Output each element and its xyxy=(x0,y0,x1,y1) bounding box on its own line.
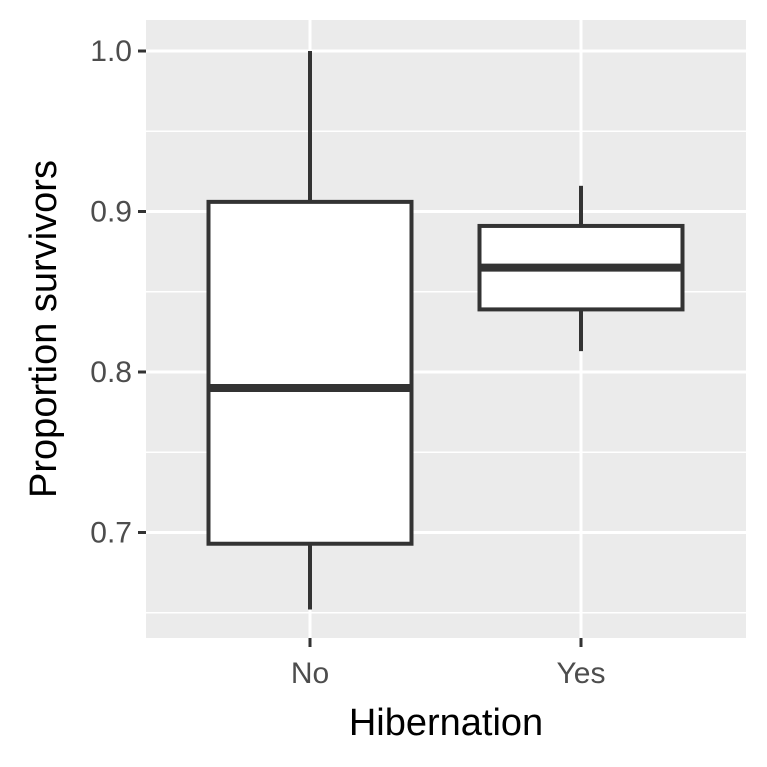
x-axis-title: Hibernation xyxy=(349,702,543,744)
x-tick-label: Yes xyxy=(557,657,606,690)
x-axis: No Yes xyxy=(291,638,606,690)
x-tick-label: No xyxy=(291,657,329,690)
box-iqr xyxy=(206,199,414,546)
y-tick-label: 0.7 xyxy=(90,517,132,550)
y-axis: 0.7 0.8 0.9 1.0 xyxy=(90,35,146,550)
y-tick-label: 0.9 xyxy=(90,196,132,229)
box-yes xyxy=(477,185,685,352)
y-axis-title: Proportion survivors xyxy=(23,160,65,498)
y-tick-label: 0.8 xyxy=(90,356,132,389)
boxes xyxy=(206,51,685,610)
y-tick-label: 1.0 xyxy=(90,35,132,68)
box-no xyxy=(206,51,414,610)
